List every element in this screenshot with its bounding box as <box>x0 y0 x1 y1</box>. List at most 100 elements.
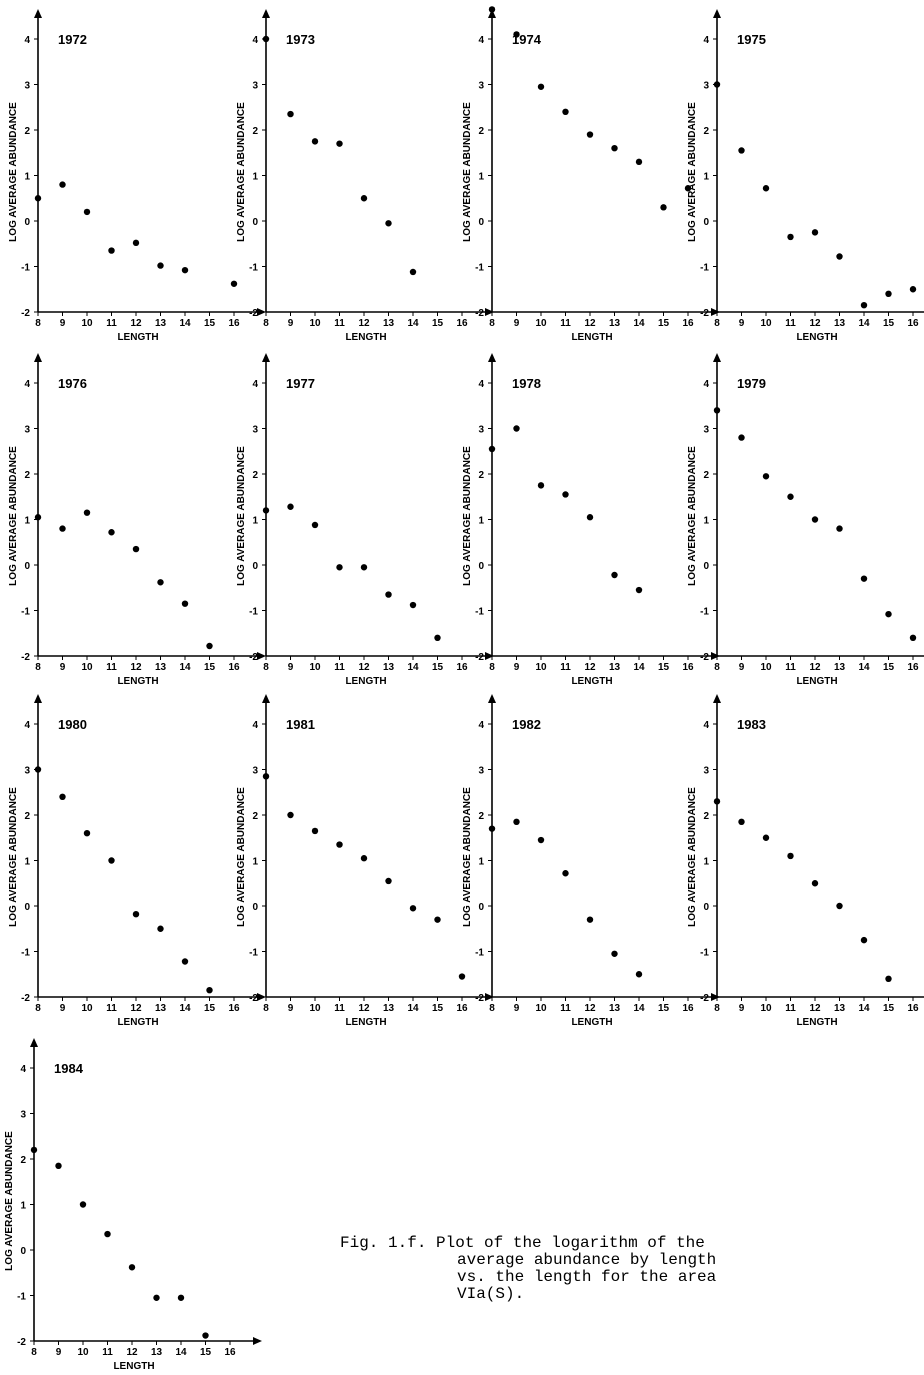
x-tick-label: 10 <box>760 662 772 673</box>
y-tick-label: -2 <box>700 308 709 319</box>
x-tick-label: 8 <box>35 662 41 673</box>
x-tick-label: 12 <box>358 662 370 673</box>
caption-label: Fig. 1.f. <box>340 1234 427 1252</box>
data-point <box>202 1332 209 1339</box>
x-tick-label: 8 <box>489 1003 495 1014</box>
x-axis-title: LENGTH <box>117 676 158 687</box>
y-tick-label: 3 <box>703 766 709 777</box>
y-axis-title: LOG AVERAGE ABUNDANCE <box>8 102 19 242</box>
y-axis-title: LOG AVERAGE ABUNDANCE <box>462 787 473 927</box>
x-tick-label: 8 <box>35 1003 41 1014</box>
x-axis-arrow <box>257 308 266 316</box>
y-tick-label: -2 <box>249 652 258 663</box>
y-tick-label: 3 <box>252 81 258 92</box>
x-tick-label: 9 <box>514 318 520 329</box>
y-tick-label: 3 <box>20 1110 26 1121</box>
x-tick-label: 14 <box>407 1003 419 1014</box>
x-tick-label: 16 <box>682 662 694 673</box>
data-point <box>738 434 745 441</box>
y-tick-label: 3 <box>24 81 30 92</box>
x-tick-label: 8 <box>263 1003 269 1014</box>
data-point <box>55 1162 62 1170</box>
y-axis-arrow <box>30 1038 38 1047</box>
x-axis-title: LENGTH <box>345 1017 386 1028</box>
x-tick-label: 13 <box>834 662 846 673</box>
data-point <box>513 425 520 432</box>
x-tick-label: 15 <box>883 1003 895 1014</box>
y-tick-label: -2 <box>21 652 30 663</box>
y-tick-label: -2 <box>475 308 484 319</box>
data-point <box>458 973 466 980</box>
data-point <box>488 445 496 453</box>
data-point <box>635 586 643 594</box>
y-axis-title: LOG AVERAGE ABUNDANCE <box>687 787 698 927</box>
x-tick-label: 16 <box>456 662 468 673</box>
data-point <box>811 880 819 887</box>
y-tick-label: 4 <box>478 35 484 46</box>
y-tick-label: -1 <box>475 948 484 959</box>
data-point <box>287 503 294 510</box>
y-axis-arrow <box>488 353 496 362</box>
y-tick-label: -1 <box>249 948 258 959</box>
y-tick-label: -1 <box>21 948 30 959</box>
x-axis-title: LENGTH <box>571 1017 612 1028</box>
x-tick-label: 13 <box>609 662 621 673</box>
y-axis-arrow <box>34 694 42 703</box>
y-axis-arrow <box>713 353 721 362</box>
x-axis-title: LENGTH <box>345 332 386 343</box>
data-point <box>59 793 66 800</box>
data-point <box>108 857 115 864</box>
x-tick-label: 9 <box>739 662 745 673</box>
x-tick-label: 9 <box>60 662 66 673</box>
data-point <box>562 870 569 877</box>
data-point <box>157 579 164 586</box>
year-label: 1984 <box>54 1061 84 1076</box>
x-tick-label: 13 <box>609 318 621 329</box>
data-point <box>713 81 721 88</box>
x-tick-label: 14 <box>175 1347 187 1358</box>
x-tick-label: 10 <box>760 1003 772 1014</box>
data-point <box>34 766 42 773</box>
x-tick-label: 11 <box>560 1003 571 1014</box>
y-axis-arrow <box>34 353 42 362</box>
x-tick-label: 13 <box>151 1347 163 1358</box>
x-axis-title: LENGTH <box>117 332 158 343</box>
y-tick-label: 0 <box>703 902 709 913</box>
data-point <box>860 936 868 944</box>
data-point <box>409 601 417 609</box>
x-tick-label: 11 <box>785 1003 796 1014</box>
data-point <box>434 916 441 923</box>
x-tick-label: 10 <box>81 1003 93 1014</box>
y-tick-label: -2 <box>249 993 258 1004</box>
y-tick-label: -2 <box>17 1337 26 1348</box>
data-point <box>59 525 66 532</box>
data-point <box>83 830 91 837</box>
caption-line-1: Plot of the logarithm of the <box>436 1234 705 1252</box>
x-tick-label: 11 <box>785 662 796 673</box>
data-point <box>787 493 794 500</box>
year-label: 1975 <box>737 32 766 47</box>
x-axis-title: LENGTH <box>571 332 612 343</box>
y-tick-label: -1 <box>700 607 709 618</box>
x-tick-label: 8 <box>35 318 41 329</box>
data-point <box>611 571 618 579</box>
data-point <box>713 407 721 414</box>
data-point <box>132 910 140 918</box>
y-tick-label: 4 <box>703 35 709 46</box>
data-point <box>336 841 343 848</box>
x-tick-label: 16 <box>456 1003 468 1014</box>
data-point <box>177 1294 185 1301</box>
y-tick-label: 0 <box>20 1246 26 1257</box>
y-tick-label: 0 <box>478 561 484 572</box>
data-point <box>513 818 520 826</box>
data-point <box>262 507 270 514</box>
x-tick-label: 16 <box>907 1003 919 1014</box>
y-tick-label: 3 <box>252 425 258 436</box>
y-tick-label: 2 <box>478 470 484 481</box>
y-axis-title: LOG AVERAGE ABUNDANCE <box>236 102 247 242</box>
data-point <box>83 208 91 216</box>
